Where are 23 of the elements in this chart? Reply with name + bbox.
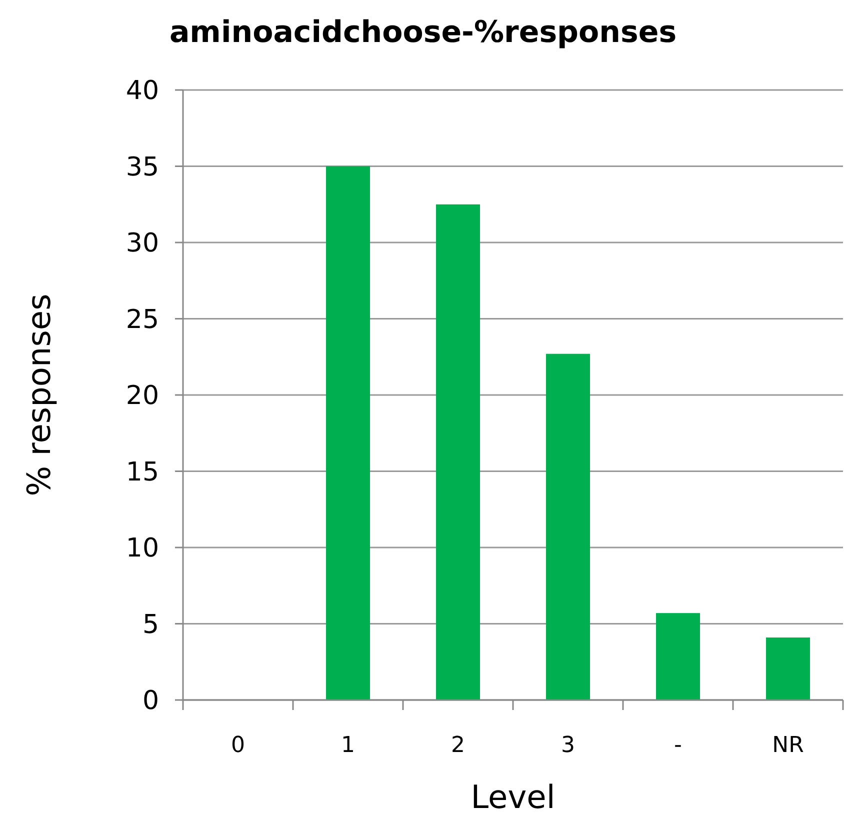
y-tick-label: 0 <box>142 686 159 716</box>
y-tick-label: 40 <box>126 76 159 106</box>
x-tick-label: 2 <box>451 733 465 758</box>
y-tick-label: 5 <box>142 610 159 640</box>
y-tick-label: 25 <box>126 304 159 335</box>
y-tick-label: 30 <box>126 228 159 259</box>
y-tick-label: 10 <box>126 534 159 564</box>
x-axis-title: Level <box>470 778 556 813</box>
y-axis-title: % responses <box>20 294 58 496</box>
bar <box>656 613 700 700</box>
y-tick-label: 15 <box>126 457 159 488</box>
x-tick-label: 3 <box>561 733 575 758</box>
bar <box>766 637 810 700</box>
x-tick-label: NR <box>772 733 804 758</box>
y-tick-label: 35 <box>126 152 159 182</box>
y-tick-label: 20 <box>126 381 159 412</box>
bar <box>546 354 590 700</box>
x-tick-label: 1 <box>341 733 355 758</box>
x-tick-label: - <box>674 733 682 758</box>
chart-title: aminoacidchoose-%responses <box>169 15 677 50</box>
bar <box>326 166 370 700</box>
x-tick-label: 0 <box>231 733 245 758</box>
bar <box>436 204 480 700</box>
